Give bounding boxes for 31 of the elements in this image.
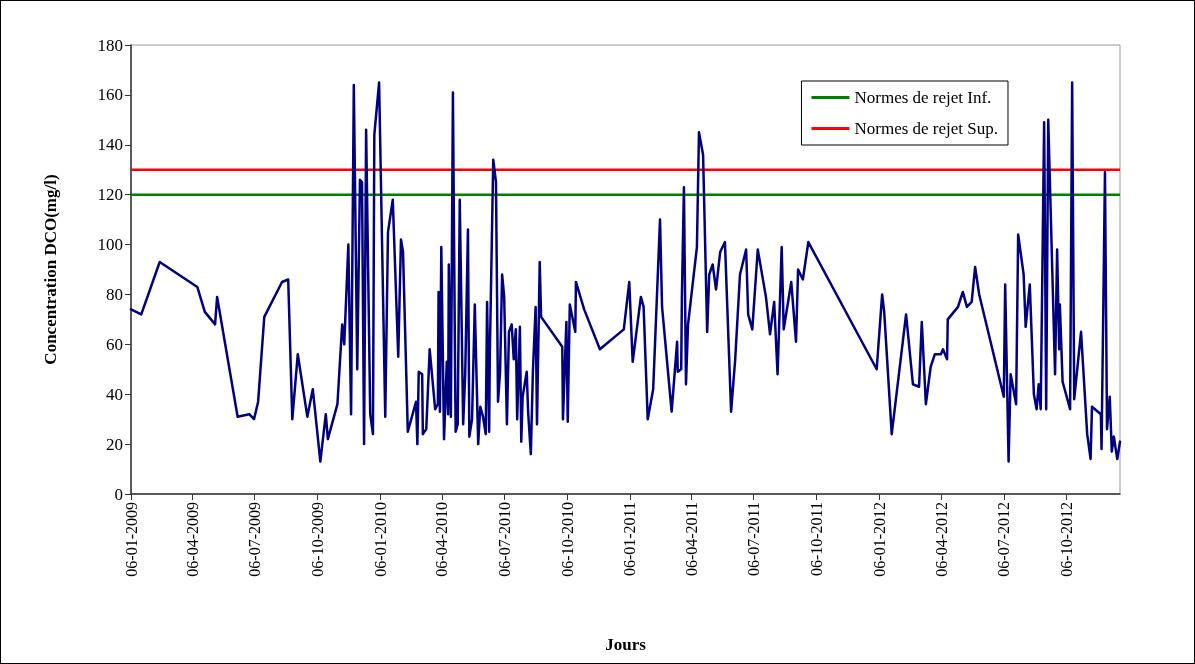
x-tick-label: 06-07-2012 — [995, 502, 1013, 577]
x-tick-label: 06-01-2011 — [621, 502, 639, 577]
x-tick-label: 06-01-2009 — [122, 502, 140, 577]
y-tick-label: 120 — [97, 185, 123, 205]
x-tick-label: 06-07-2010 — [495, 502, 513, 577]
y-tick-label: 60 — [106, 334, 123, 354]
x-tick-label: 06-04-2009 — [184, 502, 202, 577]
x-tick-label: 06-07-2011 — [745, 502, 763, 577]
x-tick-label: 06-10-2012 — [1058, 502, 1076, 577]
x-tick-label: 06-04-2010 — [433, 502, 451, 577]
y-tick-label: 140 — [97, 135, 123, 155]
x-axis-title: Jours — [605, 635, 647, 654]
line-series — [129, 81, 1122, 463]
y-tick-label: 20 — [106, 434, 123, 454]
y-tick-label: 0 — [114, 484, 123, 504]
y-axis-title: Concentration DCO(mg/l) — [41, 174, 60, 365]
y-tick-label: 40 — [106, 384, 123, 404]
y-tick-label: 180 — [97, 35, 123, 55]
x-tick-label: 06-10-2011 — [808, 502, 826, 577]
legend-label: Normes de rejet Sup. — [854, 119, 999, 138]
x-tick-label: 06-10-2010 — [558, 502, 576, 577]
y-tick-label: 80 — [106, 284, 123, 304]
y-tick-label: 160 — [97, 85, 123, 105]
x-tick-label: 06-07-2009 — [246, 502, 264, 577]
x-tick-label: 06-01-2012 — [870, 502, 888, 577]
x-tick-label: 06-10-2009 — [309, 502, 327, 577]
x-tick-label: 06-04-2012 — [933, 502, 951, 577]
legend-label: Normes de rejet Inf. — [854, 88, 992, 107]
x-tick-label: 06-01-2010 — [371, 502, 389, 577]
y-tick-label: 100 — [97, 235, 123, 255]
x-tick-label: 06-04-2011 — [682, 502, 700, 577]
